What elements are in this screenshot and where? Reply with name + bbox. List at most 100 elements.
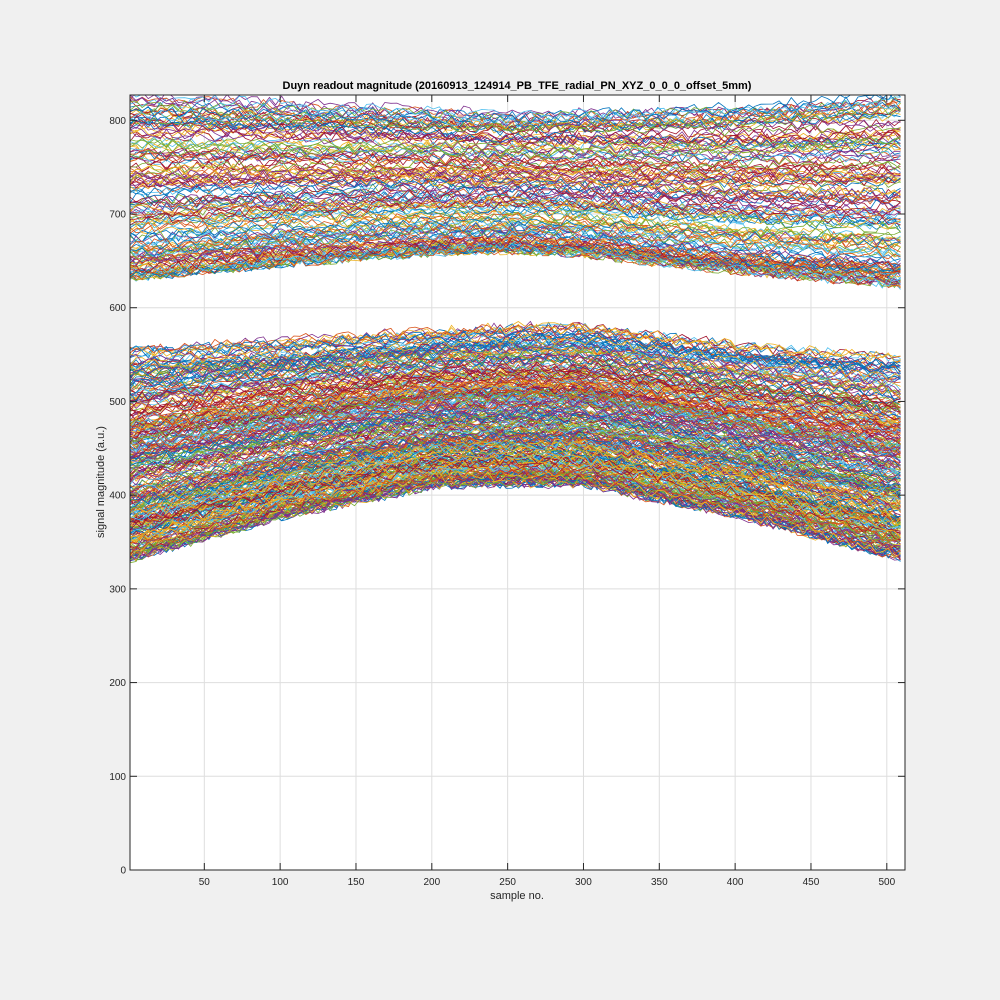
- signal-line: [130, 376, 901, 444]
- signal-line: [130, 389, 901, 459]
- signal-line: [130, 476, 901, 560]
- signal-line: [130, 410, 901, 479]
- signal-line: [130, 195, 901, 226]
- x-tick-label: 100: [272, 877, 289, 888]
- signal-line: [130, 166, 901, 184]
- signal-line: [130, 243, 901, 289]
- signal-line: [130, 396, 901, 455]
- signal-line: [130, 346, 901, 400]
- signal-line: [130, 427, 901, 498]
- signal-line: [130, 378, 901, 435]
- signal-line: [130, 339, 901, 395]
- x-tick-label: 50: [199, 877, 211, 888]
- signal-line: [130, 219, 901, 259]
- signal-line: [130, 175, 901, 196]
- signal-line: [130, 399, 901, 471]
- signal-line: [130, 452, 901, 539]
- y-tick-label: 600: [109, 303, 126, 314]
- signal-line: [130, 368, 901, 426]
- axes-box: [129, 94, 906, 871]
- y-tick-label: 200: [109, 678, 126, 689]
- signal-line: [130, 430, 901, 500]
- signal-line: [130, 444, 901, 524]
- signal-line: [130, 236, 901, 283]
- signal-line: [130, 223, 901, 260]
- signal-line: [130, 468, 901, 554]
- signal-line: [130, 369, 901, 431]
- signal-line: [130, 338, 901, 385]
- signal-line: [130, 405, 901, 467]
- signal-line: [130, 438, 901, 514]
- signal-line: [130, 451, 901, 529]
- signal-line: [130, 321, 901, 363]
- signal-line: [130, 135, 901, 160]
- signal-line: [130, 407, 901, 469]
- signal-line: [130, 200, 901, 233]
- signal-line: [130, 327, 901, 380]
- signal-line: [130, 370, 901, 432]
- signal-line: [130, 197, 901, 230]
- signal-line: [130, 421, 901, 492]
- y-tick-label: 500: [109, 397, 126, 408]
- signal-line: [130, 441, 901, 517]
- x-tick-label: 200: [423, 877, 440, 888]
- signal-line: [130, 322, 901, 367]
- signal-line: [130, 242, 901, 281]
- signal-line: [130, 457, 901, 541]
- signal-line: [130, 468, 901, 551]
- signal-line: [130, 470, 901, 559]
- y-tick-label: 300: [109, 584, 126, 595]
- signal-line: [130, 106, 901, 133]
- y-tick-label: 100: [109, 772, 126, 783]
- signal-line: [130, 428, 901, 508]
- signal-line: [130, 457, 901, 537]
- y-tick-label: 400: [109, 491, 126, 502]
- signal-line: [130, 399, 901, 462]
- signal-line: [130, 353, 901, 403]
- signal-line: [130, 323, 901, 368]
- signal-line: [130, 193, 901, 230]
- signal-line: [130, 148, 901, 175]
- x-axis-label: sample no.: [490, 890, 544, 902]
- signal-line: [130, 361, 901, 415]
- signal-line: [130, 233, 901, 277]
- signal-line: [130, 355, 901, 418]
- x-tick-label: 150: [348, 877, 365, 888]
- ticks: 50 100 150 200 250 300 350 400 450 500 0 100 200 300 4…: [109, 95, 905, 888]
- signal-line: [130, 388, 901, 453]
- signal-line: [130, 203, 901, 243]
- signal-line: [130, 156, 901, 173]
- y-axis-label: signal magnitude (a.u.): [95, 426, 107, 538]
- signal-line: [130, 371, 901, 433]
- signal-line: [130, 100, 901, 133]
- signal-line: [130, 164, 901, 198]
- signal-line: [130, 389, 901, 453]
- signal-line: [130, 222, 901, 270]
- signal-line: [130, 227, 901, 274]
- x-tick-label: 300: [575, 877, 592, 888]
- signal-line: [130, 435, 901, 516]
- y-tick-label: 700: [109, 210, 126, 221]
- signal-lines: [130, 95, 901, 564]
- signal-line: [130, 126, 901, 161]
- signal-line: [130, 439, 901, 522]
- signal-line: [133, 95, 901, 122]
- x-tick-label: 450: [803, 877, 820, 888]
- signal-line: [130, 354, 901, 411]
- signal-line: [130, 412, 901, 484]
- signal-line: [130, 115, 901, 149]
- signal-line: [130, 135, 901, 152]
- signal-line: [130, 387, 901, 451]
- signal-line: [130, 95, 901, 125]
- signal-line: [130, 455, 901, 534]
- signal-line: [130, 341, 901, 393]
- signal-line: [130, 162, 901, 188]
- signal-line: [130, 443, 901, 528]
- signal-line: [130, 125, 901, 146]
- signal-line: [130, 149, 901, 177]
- signal-line: [130, 222, 901, 260]
- signal-line: [130, 139, 901, 170]
- signal-line: [130, 166, 901, 185]
- signal-line: [130, 236, 901, 274]
